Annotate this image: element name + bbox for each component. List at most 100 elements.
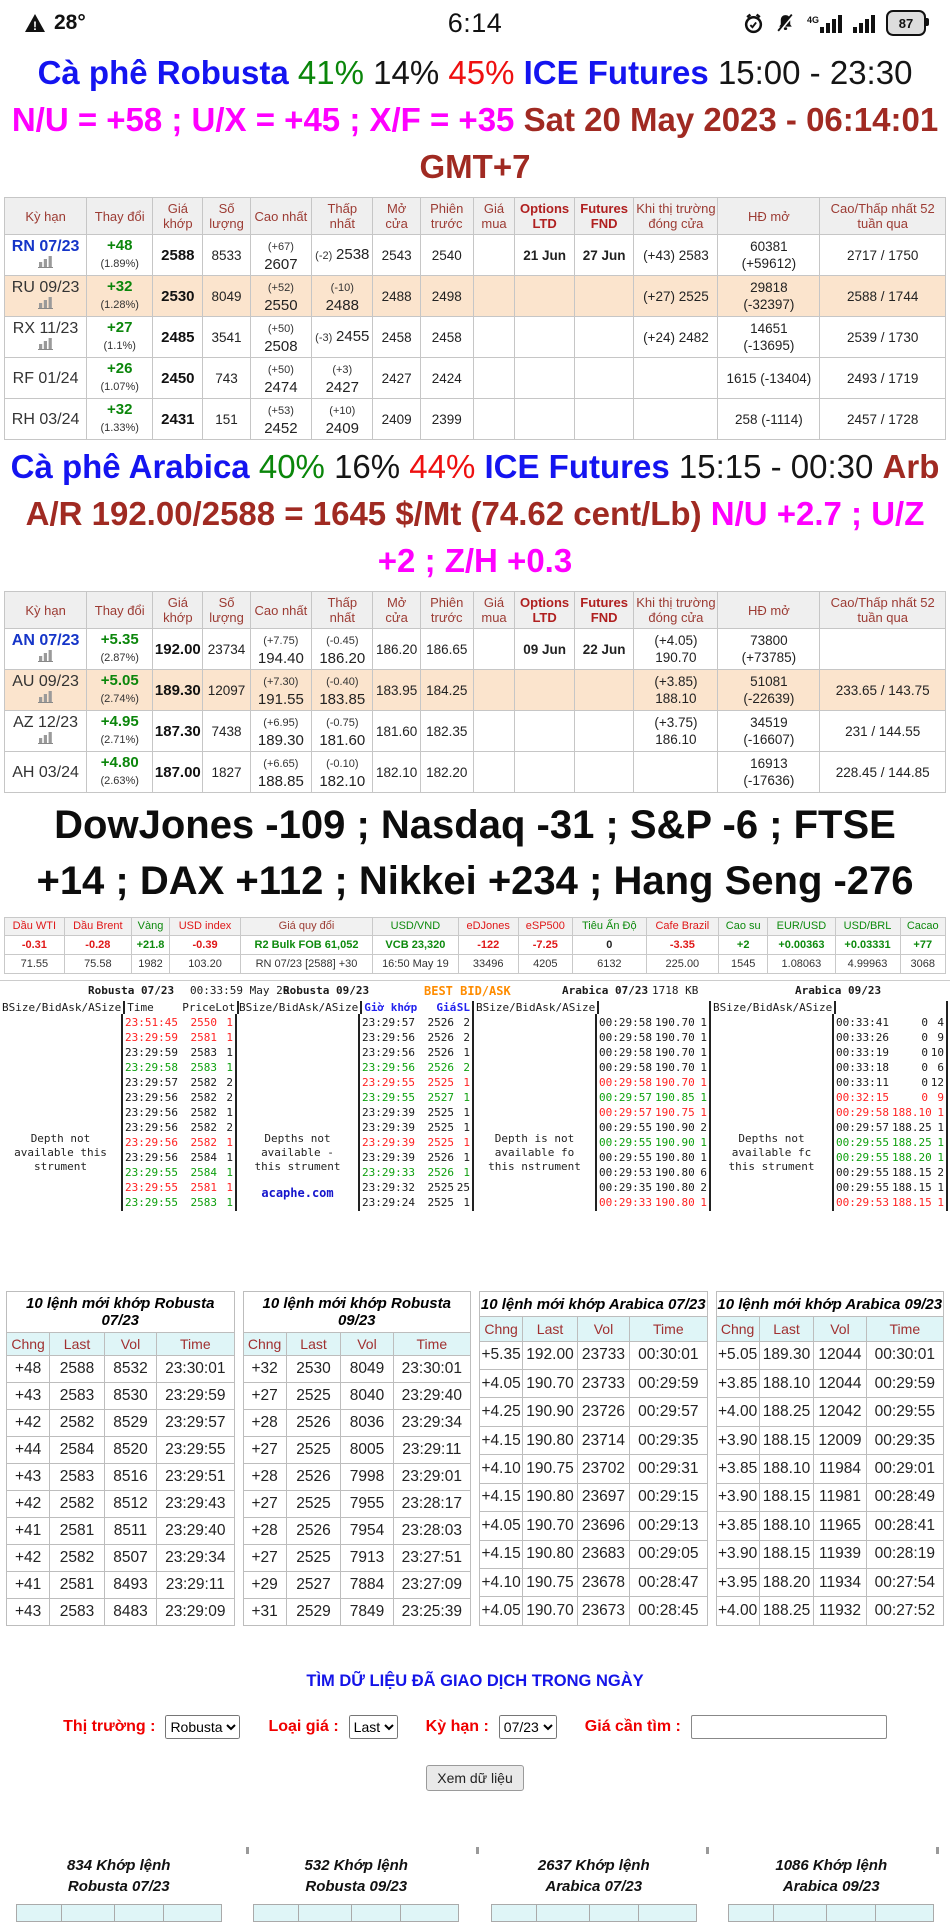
matched-column-header: Vol — [341, 1333, 393, 1356]
world-indices-text: DowJones -109 ; Nasdaq -31 ; S&P -6 ; FT… — [0, 793, 950, 917]
column-header: Options LTD — [515, 198, 575, 235]
futures-cell: (+3)2427 — [312, 358, 373, 399]
matched-column-header: Chng — [7, 1333, 50, 1356]
strip-change: -0.28 — [64, 936, 131, 955]
warning-icon: ! — [24, 13, 46, 33]
matched-count: 834 Khớp lệnh — [0, 1855, 238, 1876]
matched-cell: 11965 — [814, 1512, 866, 1540]
matched-cell: 00:30:01 — [630, 1341, 707, 1369]
matched-cell: 188.25 — [759, 1597, 814, 1626]
column-header: Futures FND — [574, 198, 634, 235]
term-select[interactable]: 07/23 — [499, 1715, 557, 1739]
matched-cell: 00:30:01 — [866, 1341, 943, 1369]
matched-cell: 23733 — [577, 1341, 629, 1369]
matched-cell: 2582 — [50, 1545, 105, 1572]
futures-cell: +4.95(2.71%) — [87, 711, 153, 752]
site-link[interactable]: acaphe.com — [237, 1186, 358, 1200]
futures-cell — [634, 752, 718, 793]
futures-cell: 12097 — [203, 670, 250, 711]
matched-cell: 23678 — [577, 1569, 629, 1597]
matched-cell: 8512 — [104, 1491, 156, 1518]
futures-cell: 21 Jun — [515, 235, 575, 276]
contract-cell[interactable]: AN 07/23 — [5, 629, 87, 670]
scrollbar-thumb[interactable] — [246, 1847, 249, 1854]
price-find-input[interactable] — [691, 1715, 887, 1739]
futures-cell: 2493 / 1719 — [820, 358, 946, 399]
futures-cell: 258 (-1114) — [718, 399, 820, 440]
matched-cell: 00:29:59 — [630, 1369, 707, 1397]
futures-cell: 2458 — [420, 317, 473, 358]
futures-cell: 2431 — [153, 399, 203, 440]
matched-cell: 7913 — [341, 1545, 393, 1572]
futures-cell: 16913 (-17636) — [718, 752, 820, 793]
matched-cell: +3.90 — [716, 1426, 759, 1454]
futures-cell: (+3.75) 186.10 — [634, 711, 718, 752]
matched-cell: 00:29:05 — [630, 1540, 707, 1568]
matched-column-header: Chng — [480, 1317, 523, 1341]
contract-cell[interactable]: RN 07/23 — [5, 235, 87, 276]
price-find-label: Giá cần tìm : — [585, 1718, 681, 1736]
matched-cell: 23:30:01 — [393, 1356, 470, 1383]
futures-cell: 2424 — [420, 358, 473, 399]
matched-cell: 190.75 — [523, 1455, 578, 1483]
matched-cell: +27 — [243, 1491, 286, 1518]
strip-change: +0.00363 — [768, 936, 835, 955]
matched-cell: 190.80 — [523, 1483, 578, 1511]
matched-cell: 2525 — [286, 1437, 341, 1464]
contract-name: Arabica 09/23 — [713, 1876, 950, 1897]
futures-cell: 181.60 — [373, 711, 420, 752]
strip-header: Cafe Brazil — [646, 918, 719, 936]
matched-cell: +31 — [243, 1599, 286, 1626]
price-type-select[interactable]: Last — [349, 1715, 398, 1739]
strip-value: 33496 — [458, 955, 518, 974]
column-header: Số lượng — [203, 592, 250, 629]
matched-cell: 11932 — [814, 1597, 866, 1626]
matched-cell: +5.05 — [716, 1341, 759, 1369]
futures-cell — [515, 752, 575, 793]
matched-cell: 8511 — [104, 1518, 156, 1545]
matched-cell: 12044 — [814, 1341, 866, 1369]
market-select[interactable]: Robusta — [165, 1715, 240, 1739]
depth-unavailable-note: Depths not available fc this strument — [711, 1132, 832, 1174]
futures-cell: 22 Jun — [574, 629, 634, 670]
futures-cell: (-2) 2538 — [312, 235, 373, 276]
clipped-table-top — [16, 1904, 222, 1922]
scrollbar-thumb[interactable] — [476, 1847, 479, 1854]
futures-cell — [515, 670, 575, 711]
matched-cell: 188.25 — [759, 1398, 814, 1426]
scrollbar-thumb[interactable] — [936, 1847, 939, 1854]
futures-cell: 73800 (+73785) — [718, 629, 820, 670]
matched-cell: +44 — [7, 1437, 50, 1464]
headline-segment: 44% — [409, 448, 484, 485]
futures-cell: +32(1.28%) — [87, 276, 153, 317]
futures-cell: (+52)2550 — [250, 276, 311, 317]
matched-cell: 23:29:57 — [157, 1410, 234, 1437]
futures-cell: +5.35(2.87%) — [87, 629, 153, 670]
view-data-button[interactable]: Xem dữ liệu — [426, 1765, 524, 1791]
matched-table-title: 10 lệnh mới khớp Arabica 09/23 — [716, 1292, 944, 1317]
scrollbar-thumb[interactable] — [706, 1847, 709, 1854]
price-type-label: Loại giá : — [268, 1718, 338, 1736]
